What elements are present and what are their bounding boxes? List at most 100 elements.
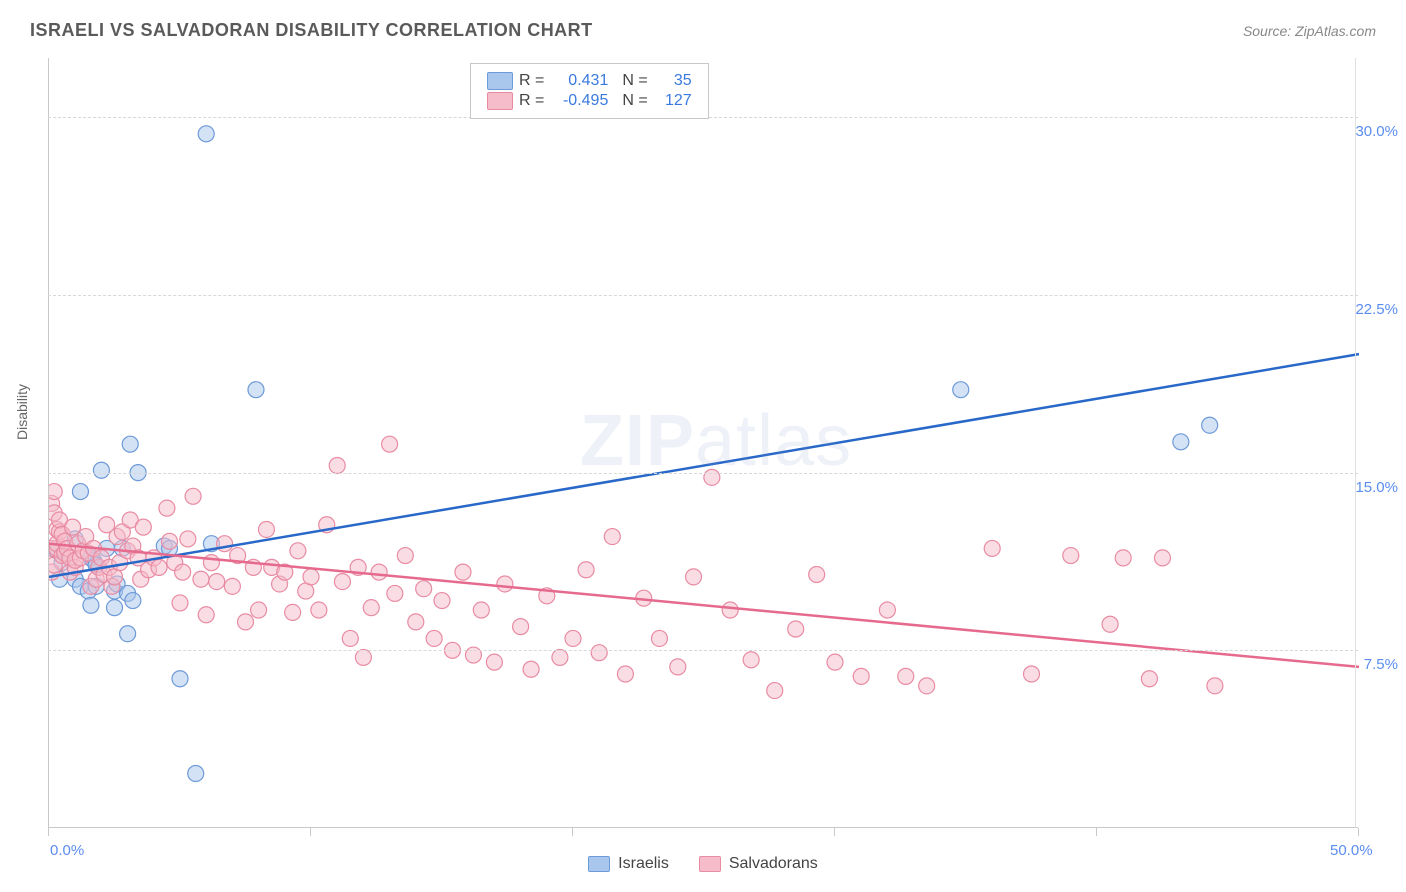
data-point [122,436,138,452]
data-point [162,533,178,549]
legend-r-value: -0.495 [554,92,608,110]
data-point [311,602,327,618]
data-point [135,519,151,535]
data-point [49,484,62,500]
gridline-h [48,473,1358,474]
y-axis-label: Disability [14,384,30,440]
data-point [898,668,914,684]
data-point [1173,434,1189,450]
data-point [953,382,969,398]
data-point [722,602,738,618]
legend-label: Israelis [618,855,669,873]
data-point [363,600,379,616]
data-point [151,559,167,575]
data-point [591,645,607,661]
data-point [578,562,594,578]
data-point [248,382,264,398]
data-point [125,593,141,609]
legend-n-value: 127 [658,92,692,110]
y-tick-label: 22.5% [1355,301,1398,318]
legend-r-value: 0.431 [554,72,608,90]
x-tick [572,828,573,836]
data-point [298,583,314,599]
data-point [1207,678,1223,694]
legend-label: Salvadorans [729,855,818,873]
data-point [107,569,123,585]
data-point [224,578,240,594]
data-point [188,766,204,782]
data-point [1115,550,1131,566]
data-point [198,607,214,623]
data-point [83,597,99,613]
data-point [767,683,783,699]
data-point [355,649,371,665]
data-point [180,531,196,547]
data-point [303,569,319,585]
data-point [172,671,188,687]
legend-correlation-box: R = 0.431 N = 35 R = -0.495 N = 127 [470,63,709,119]
data-point [290,543,306,559]
data-point [455,564,471,580]
data-point [159,500,175,516]
data-point [434,593,450,609]
y-tick-label: 15.0% [1355,479,1398,496]
data-point [1202,417,1218,433]
data-point [523,661,539,677]
data-point [416,581,432,597]
scatter-svg [49,58,1359,828]
data-point [258,521,274,537]
chart-source: Source: ZipAtlas.com [1243,23,1376,39]
plot-right-border [1355,58,1356,828]
data-point [473,602,489,618]
data-point [172,595,188,611]
data-point [1155,550,1171,566]
data-point [879,602,895,618]
y-tick-label: 30.0% [1355,123,1398,140]
x-tick [1358,828,1359,836]
data-point [251,602,267,618]
legend-bottom-item: Salvadorans [699,855,818,873]
data-point [193,571,209,587]
chart-title: ISRAELI VS SALVADORAN DISABILITY CORRELA… [30,20,593,41]
data-point [175,564,191,580]
legend-n-label: N = [622,92,647,110]
data-point [565,630,581,646]
legend-swatch [487,72,513,90]
data-point [334,574,350,590]
trendline [49,354,1359,577]
legend-r-label: R = [519,72,544,90]
legend-row: R = 0.431 N = 35 [487,72,692,90]
data-point [651,630,667,646]
data-point [93,462,109,478]
data-point [497,576,513,592]
data-point [342,630,358,646]
legend-n-label: N = [622,72,647,90]
data-point [788,621,804,637]
data-point [397,548,413,564]
legend-r-label: R = [519,92,544,110]
data-point [408,614,424,630]
data-point [120,626,136,642]
chart-header: ISRAELI VS SALVADORAN DISABILITY CORRELA… [0,0,1406,51]
data-point [853,668,869,684]
legend-n-value: 35 [658,72,692,90]
data-point [185,488,201,504]
data-point [1102,616,1118,632]
data-point [1063,548,1079,564]
data-point [285,604,301,620]
data-point [1141,671,1157,687]
data-point [617,666,633,682]
data-point [513,619,529,635]
data-point [198,126,214,142]
data-point [604,529,620,545]
data-point [209,574,225,590]
legend-row: R = -0.495 N = 127 [487,92,692,110]
gridline-h [48,295,1358,296]
data-point [827,654,843,670]
x-tick [48,828,49,836]
data-point [686,569,702,585]
data-point [809,566,825,582]
data-point [107,600,123,616]
legend-series: Israelis Salvadorans [0,855,1406,873]
data-point [217,536,233,552]
